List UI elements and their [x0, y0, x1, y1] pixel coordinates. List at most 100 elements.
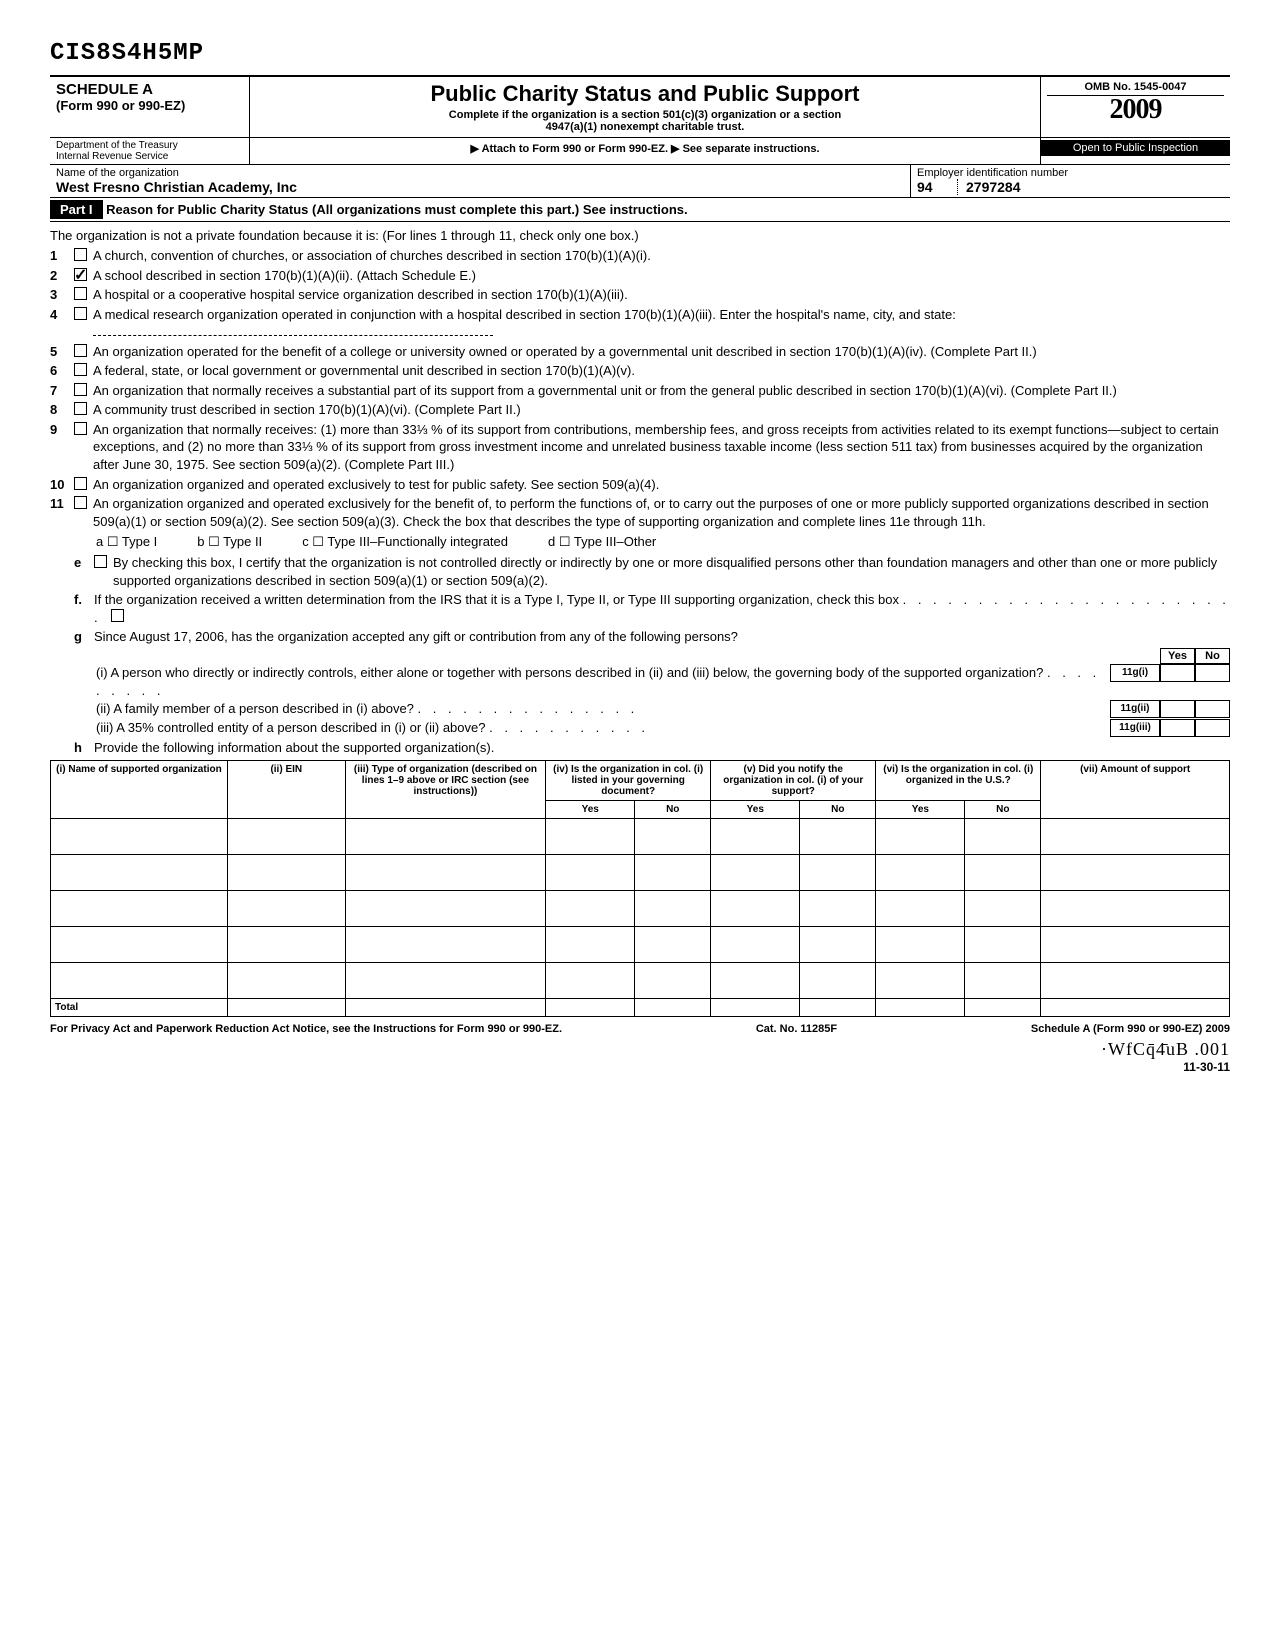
sub-f-text: If the organization received a written d…: [94, 591, 1230, 626]
line-10-num: 10: [50, 476, 74, 494]
table-row: [51, 891, 1230, 927]
line-10-checkbox[interactable]: [74, 477, 87, 490]
line-5-text: An organization operated for the benefit…: [93, 343, 1230, 361]
col6-yes: Yes: [876, 801, 965, 819]
line-1-text: A church, convention of churches, or ass…: [93, 247, 1230, 265]
sub-f-checkbox[interactable]: [111, 609, 124, 622]
type-options: a ☐ Type I b ☐ Type II c ☐ Type III–Func…: [96, 534, 1230, 550]
yn-no-header: No: [1195, 648, 1230, 664]
line-6-checkbox[interactable]: [74, 363, 87, 376]
g-ii-text: (ii) A family member of a person describ…: [96, 700, 1110, 718]
type-d[interactable]: d ☐ Type III–Other: [548, 534, 656, 550]
sub-g-text: Since August 17, 2006, has the organizat…: [94, 628, 1230, 646]
g-i-no[interactable]: [1195, 664, 1230, 682]
col4-no: No: [635, 801, 711, 819]
yn-yes-header: Yes: [1160, 648, 1195, 664]
line-6-num: 6: [50, 362, 74, 380]
line-9-num: 9: [50, 421, 74, 474]
g-ii-no[interactable]: [1195, 700, 1230, 718]
table-row: [51, 855, 1230, 891]
line-1-checkbox[interactable]: [74, 248, 87, 261]
line-5-checkbox[interactable]: [74, 344, 87, 357]
line-11-text: An organization organized and operated e…: [93, 495, 1230, 530]
line-7-text: An organization that normally receives a…: [93, 382, 1230, 400]
g-iii-label: 11g(iii): [1110, 719, 1160, 737]
open-to-public: Open to Public Inspection: [1041, 140, 1230, 156]
col-6-header: (vi) Is the organization in col. (i) org…: [876, 761, 1041, 801]
col-5-header: (v) Did you notify the organization in c…: [711, 761, 876, 801]
col4-yes: Yes: [546, 801, 635, 819]
document-id: CIS8S4H5MP: [50, 40, 1230, 67]
line-8-checkbox[interactable]: [74, 402, 87, 415]
sub-h-text: Provide the following information about …: [94, 739, 1230, 757]
g-iii-text: (iii) A 35% controlled entity of a perso…: [96, 719, 1110, 737]
part-1-tab: Part I: [50, 200, 103, 219]
schedule-label: SCHEDULE A: [56, 81, 243, 98]
line-8-num: 8: [50, 401, 74, 419]
col5-no: No: [800, 801, 876, 819]
part-1-title: Reason for Public Charity Status (All or…: [106, 202, 687, 217]
sub-e-text: By checking this box, I certify that the…: [113, 554, 1230, 589]
table-row: [51, 963, 1230, 999]
dept-label: Department of the Treasury: [56, 140, 243, 151]
line-9-checkbox[interactable]: [74, 422, 87, 435]
line-4-checkbox[interactable]: [74, 307, 87, 320]
line-6-text: A federal, state, or local government or…: [93, 362, 1230, 380]
col-3-header: (iii) Type of organization (described on…: [345, 761, 545, 819]
footer-right: Schedule A (Form 990 or 990-EZ) 2009: [1031, 1023, 1230, 1035]
org-name-label: Name of the organization: [56, 167, 904, 179]
sub-g-letter: g: [74, 628, 94, 646]
form-year: 2009: [1047, 96, 1224, 124]
line-3-checkbox[interactable]: [74, 287, 87, 300]
g-i-label: 11g(i): [1110, 664, 1160, 682]
line-7-checkbox[interactable]: [74, 383, 87, 396]
subtitle-1: Complete if the organization is a sectio…: [260, 109, 1030, 121]
form-footer: For Privacy Act and Paperwork Reduction …: [50, 1023, 1230, 1035]
type-b[interactable]: b ☐ Type II: [197, 534, 262, 550]
form-title: Public Charity Status and Public Support: [260, 81, 1030, 107]
handwritten-note: ·WfCq̄4̄uB .001: [50, 1039, 1230, 1060]
g-ii-label: 11g(ii): [1110, 700, 1160, 718]
col5-yes: Yes: [711, 801, 800, 819]
header-row-2: Department of the Treasury Internal Reve…: [50, 137, 1230, 164]
sub-e-checkbox[interactable]: [94, 555, 107, 568]
line-7-num: 7: [50, 382, 74, 400]
sub-h-letter: h: [74, 739, 94, 757]
g-iii-no[interactable]: [1195, 719, 1230, 737]
line-10-text: An organization organized and operated e…: [93, 476, 1230, 494]
subtitle-2: 4947(a)(1) nonexempt charitable trust.: [260, 121, 1030, 133]
sub-e-letter: e: [74, 554, 94, 589]
g-ii-yes[interactable]: [1160, 700, 1195, 718]
ein-number: 2797284: [957, 179, 1021, 195]
line-2-text: A school described in section 170(b)(1)(…: [93, 267, 1230, 285]
part-1-header: Part I Reason for Public Charity Status …: [50, 198, 1230, 222]
line-11-checkbox[interactable]: [74, 496, 87, 509]
intro-text: The organization is not a private founda…: [50, 228, 1230, 243]
ein-prefix: 94: [917, 179, 957, 195]
attach-instruction: ▶ Attach to Form 990 or Form 990-EZ. ▶ S…: [250, 138, 1040, 164]
line-3-text: A hospital or a cooperative hospital ser…: [93, 286, 1230, 304]
line-2-checkbox[interactable]: [74, 268, 87, 281]
table-row: [51, 927, 1230, 963]
footer-left: For Privacy Act and Paperwork Reduction …: [50, 1023, 562, 1035]
type-c[interactable]: c ☐ Type III–Functionally integrated: [302, 534, 508, 550]
total-row: Total: [51, 999, 1230, 1017]
g-iii-yes[interactable]: [1160, 719, 1195, 737]
col6-no: No: [965, 801, 1041, 819]
line-11-num: 11: [50, 495, 74, 530]
col-4-header: (iv) Is the organization in col. (i) lis…: [546, 761, 711, 801]
line-2-num: 2: [50, 267, 74, 285]
line-4-num: 4: [50, 306, 74, 341]
type-a[interactable]: a ☐ Type I: [96, 534, 157, 550]
col-2-header: (ii) EIN: [227, 761, 345, 819]
line-8-text: A community trust described in section 1…: [93, 401, 1230, 419]
g-i-yes[interactable]: [1160, 664, 1195, 682]
line-4-text: A medical research organization operated…: [93, 306, 1230, 341]
sub-f-letter: f.: [74, 591, 94, 626]
irs-label: Internal Revenue Service: [56, 151, 243, 162]
line-3-num: 3: [50, 286, 74, 304]
g-i-text: (i) A person who directly or indirectly …: [96, 664, 1110, 700]
table-row: [51, 819, 1230, 855]
org-info-row: Name of the organization West Fresno Chr…: [50, 164, 1230, 198]
col-1-header: (i) Name of supported organization: [51, 761, 228, 819]
